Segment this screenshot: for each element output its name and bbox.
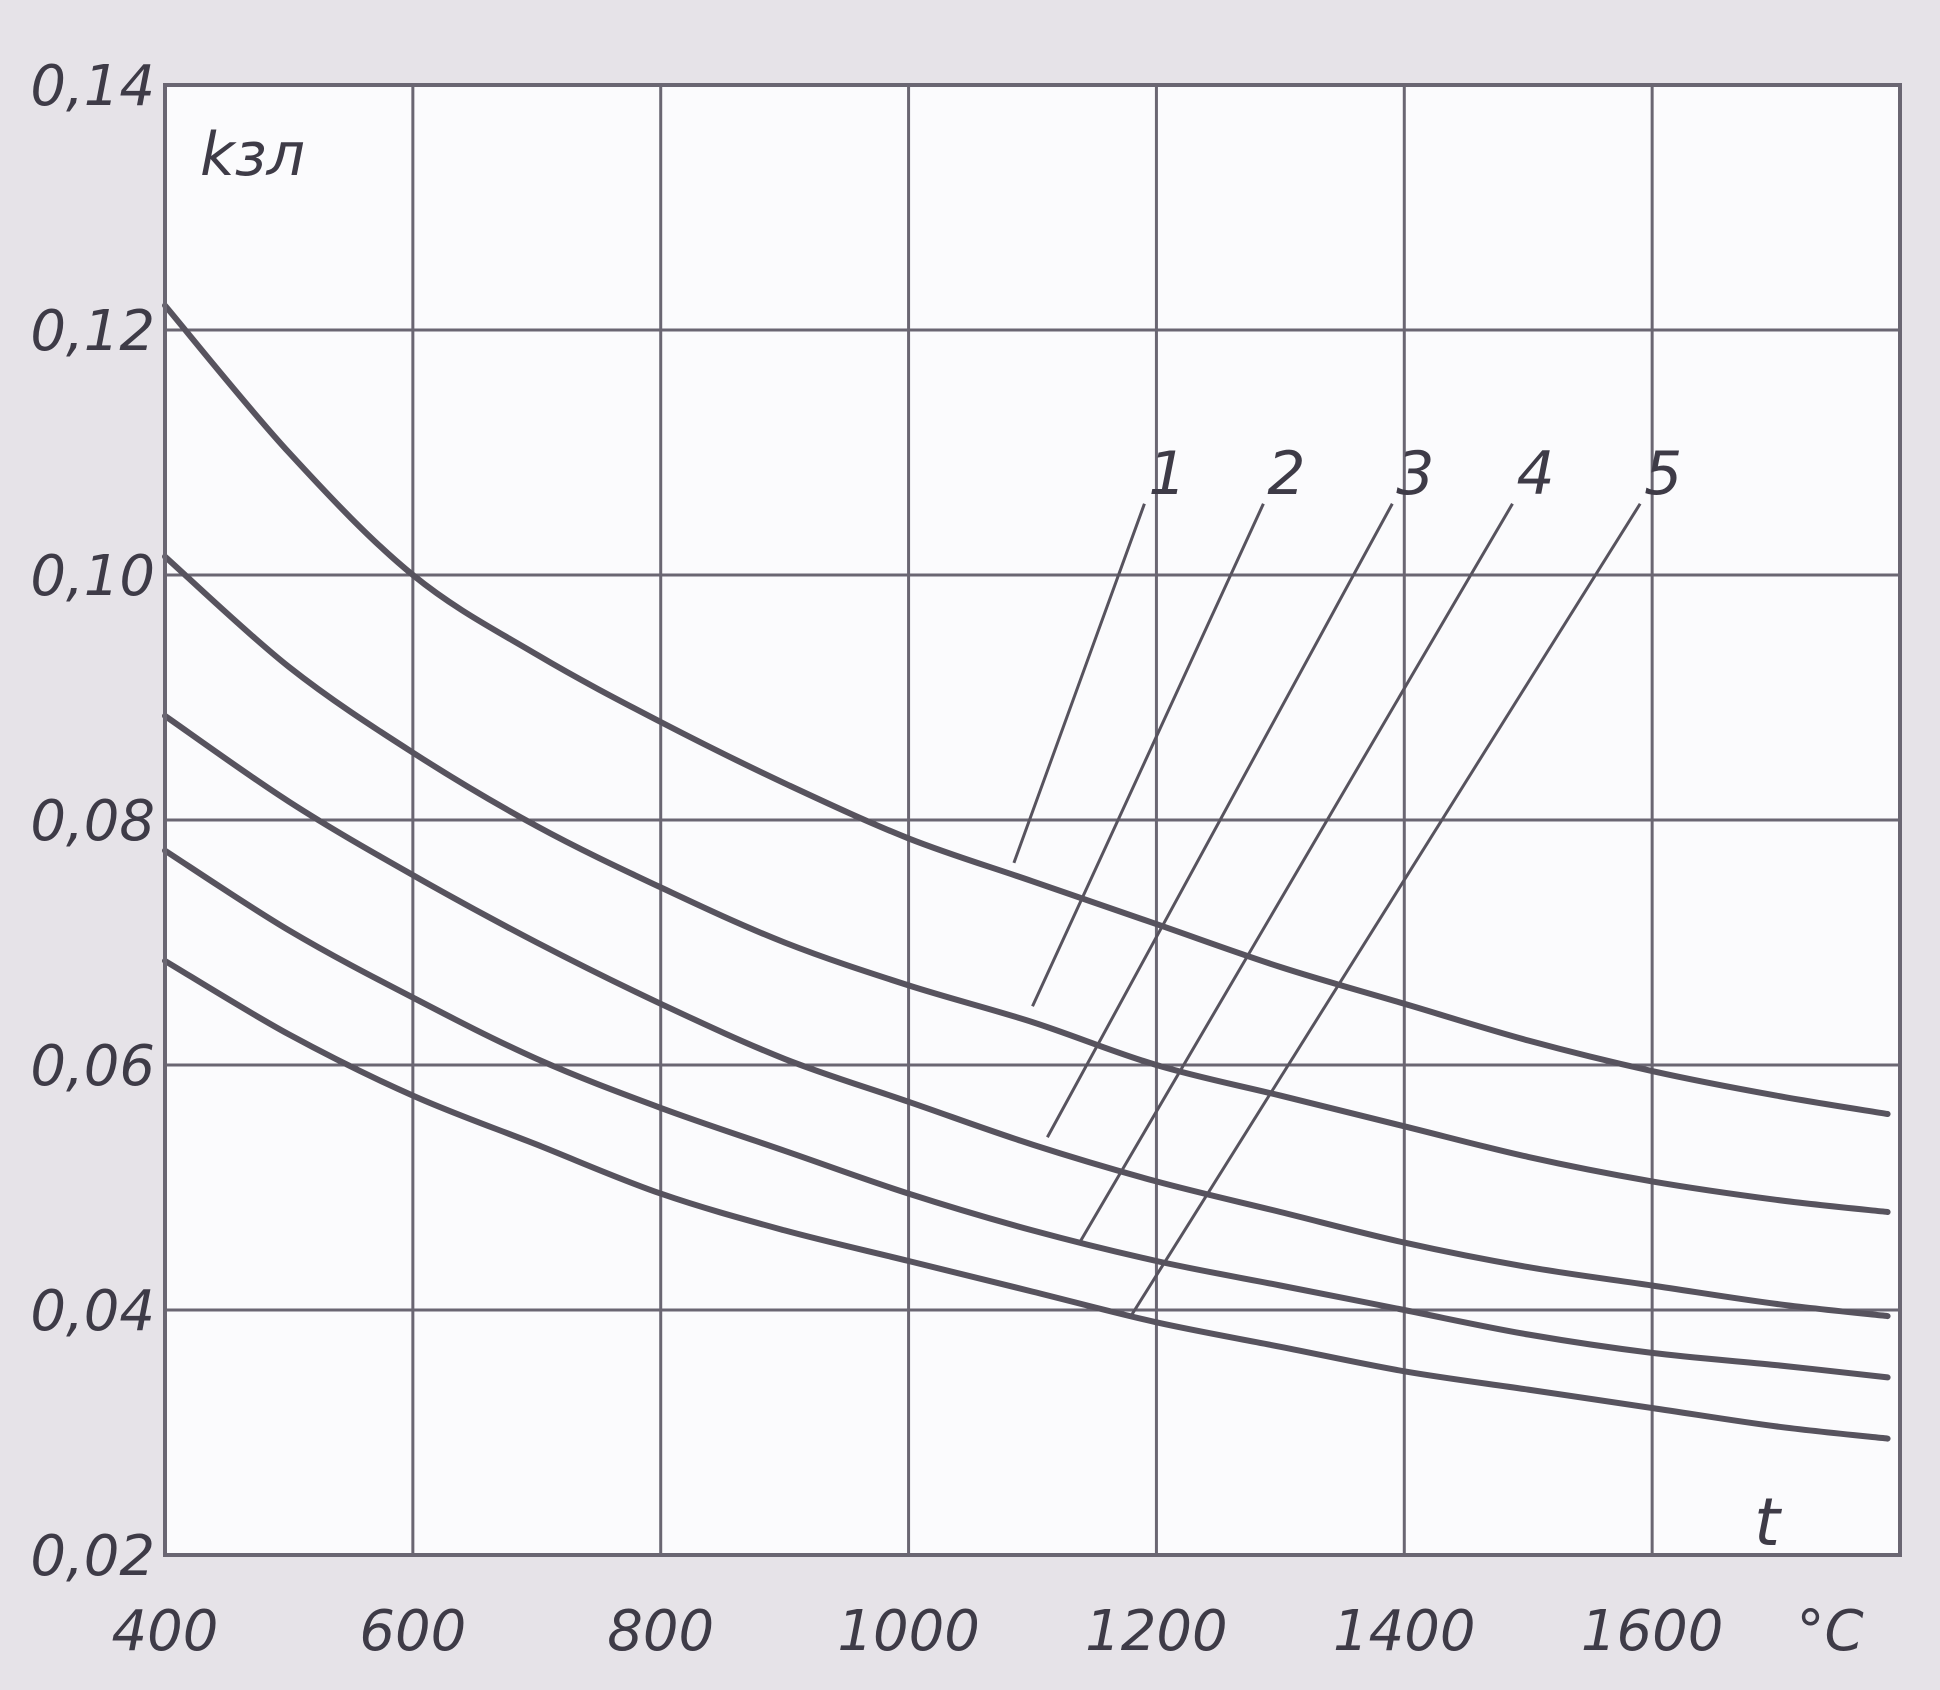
y-tick-label: 0,10 (30, 544, 155, 609)
x-tick-label: 1000 (837, 1599, 980, 1664)
curve-labels: 1 2 3 4 5 (1148, 439, 1682, 509)
curve-label-4: 4 (1516, 439, 1554, 509)
leader-line-4 (1078, 502, 1514, 1244)
series-line-2 (162, 553, 1891, 1215)
leader-lines (1012, 502, 1642, 1316)
y-tick-label: 0,06 (30, 1034, 155, 1099)
series-line-1 (162, 302, 1891, 1117)
series-line-5 (162, 957, 1891, 1442)
curve-label-1: 1 (1148, 439, 1186, 509)
series-line-4 (162, 847, 1891, 1381)
x-tick-label: 1200 (1085, 1599, 1228, 1664)
leader-line-2 (1031, 503, 1265, 1007)
x-tick-label: 1600 (1581, 1599, 1724, 1664)
leader-line-5 (1130, 502, 1642, 1316)
curve-label-3: 3 (1396, 439, 1434, 509)
series-line-3 (162, 712, 1891, 1320)
tick-labels: 400 600 800 1000 1200 1400 1600 0,02 0,04 0,06 0,0… (30, 54, 1723, 1664)
curve-label-2: 2 (1267, 439, 1305, 509)
leader-line-1 (1012, 503, 1146, 864)
y-tick-label: 0,08 (30, 789, 155, 854)
x-tick-label: 1400 (1333, 1599, 1476, 1664)
leader-line-3 (1046, 503, 1394, 1138)
x-axis-label: t (1754, 1484, 1782, 1561)
y-tick-label: 0,04 (30, 1279, 155, 1344)
y-tick-label: 0,02 (30, 1524, 155, 1589)
y-axis-label: kзл (200, 120, 305, 190)
series (162, 302, 1891, 1442)
x-tick-label: 400 (112, 1599, 219, 1664)
x-unit-label: °C (1796, 1599, 1863, 1664)
y-tick-label: 0,12 (30, 299, 155, 364)
y-tick-label: 0,14 (30, 54, 155, 119)
plot-frame (163, 83, 1902, 1557)
curve-label-5: 5 (1644, 439, 1682, 509)
x-tick-label: 600 (359, 1599, 466, 1664)
x-tick-label: 800 (607, 1599, 714, 1664)
